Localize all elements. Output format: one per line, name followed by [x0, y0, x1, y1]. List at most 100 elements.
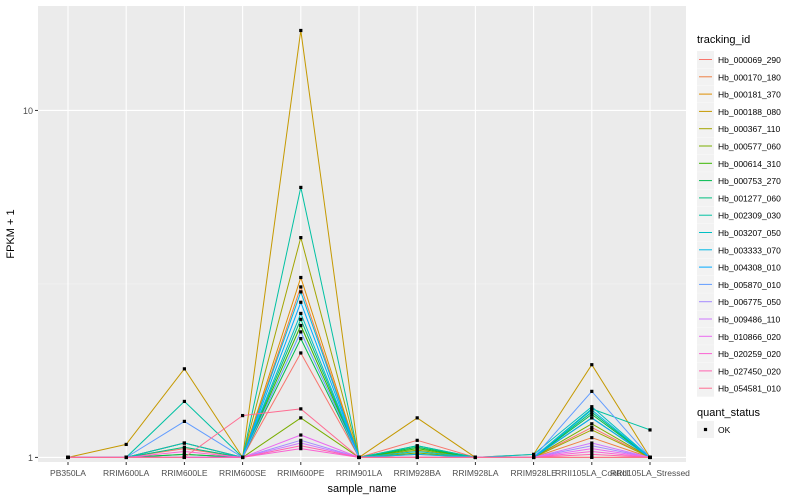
data-point: [299, 185, 303, 190]
quant-status-legend-items: OK: [697, 421, 731, 438]
data-point: [299, 438, 303, 442]
data-point: [590, 416, 594, 420]
x-tick-label: RRII105LA_Control: [555, 468, 629, 478]
data-point: [182, 399, 186, 404]
data-point: [124, 455, 128, 460]
data-point: [66, 455, 70, 460]
legend-item: Hb_002309_030: [697, 206, 781, 224]
data-point: [182, 445, 186, 449]
legend-label: Hb_000753_270: [718, 176, 781, 186]
data-point: [299, 433, 303, 437]
x-tick-label: RRIM600LE: [161, 468, 208, 478]
x-tick-label: RRIM928LE: [510, 468, 557, 478]
legend-label: Hb_054581_010: [718, 384, 781, 394]
legend-label: Hb_005870_010: [718, 280, 781, 290]
data-point: [299, 275, 303, 280]
legend-item: Hb_000577_060: [697, 137, 781, 155]
data-point: [590, 425, 594, 430]
data-point: [182, 449, 186, 454]
data-point: [590, 410, 594, 414]
legend-item: Hb_000170_180: [697, 68, 781, 86]
data-point: [415, 444, 419, 448]
legend-label: Hb_004308_010: [718, 263, 781, 273]
legend-label: OK: [718, 425, 731, 435]
legend-item: Hb_003333_070: [697, 241, 781, 259]
data-point: [299, 351, 303, 355]
data-point: [124, 442, 128, 447]
data-point: [299, 337, 303, 341]
legend-label: Hb_000367_110: [718, 124, 781, 134]
data-point: [590, 408, 594, 412]
data-point: [299, 323, 303, 328]
data-point: [590, 436, 594, 440]
data-point: [299, 407, 303, 411]
data-point: [415, 438, 419, 442]
legend-label: Hb_000170_180: [718, 72, 781, 82]
data-point: [415, 449, 419, 454]
legend-label: Hb_003333_070: [718, 245, 781, 255]
data-point: [299, 416, 303, 420]
x-tick-label: RRIM600PE: [277, 468, 325, 478]
legend-item: Hb_003207_050: [697, 224, 781, 241]
legend-item: Hb_009486_110: [697, 310, 781, 328]
plot-panel: [38, 6, 686, 462]
x-tick-label: RRIM600LA: [103, 468, 150, 478]
legend-title: tracking_id: [697, 34, 750, 46]
legend-item: Hb_000367_110: [697, 120, 781, 138]
data-point: [590, 422, 594, 426]
legend-label: Hb_001277_060: [718, 193, 781, 203]
data-point: [532, 452, 536, 457]
data-point: [182, 419, 186, 423]
legend-item: Hb_001277_060: [697, 189, 781, 207]
x-tick-label: RRII105LA_Stressed: [610, 468, 690, 478]
data-point: [590, 444, 594, 448]
x-tick-label: RRIM901LA: [336, 468, 383, 478]
legend-label: Hb_000069_290: [718, 55, 781, 65]
legend-item: Hb_000181_370: [697, 85, 781, 103]
legend-item: Hb_005870_010: [697, 275, 781, 293]
data-point: [415, 452, 419, 457]
legend-label: Hb_002309_030: [718, 211, 781, 221]
data-point: [299, 285, 303, 289]
data-point: [532, 455, 536, 460]
legend-item: Hb_000069_290: [697, 51, 781, 68]
legend-key-point: [703, 427, 708, 432]
data-point: [299, 290, 303, 294]
quant-status-legend-item: OK: [697, 421, 731, 438]
data-point: [299, 311, 303, 316]
legend-items: Hb_000069_290 Hb_000170_180 Hb_000181_370 H…: [697, 51, 781, 397]
legend-item: Hb_000614_310: [697, 154, 781, 172]
y-tick-label: 10: [23, 106, 33, 116]
x-tick-label: RRIM928LA: [452, 468, 499, 478]
x-axis: PB350LA RRIM600LA RRIM600LE RRIM600SE RRIM60…: [50, 462, 690, 478]
data-point: [182, 452, 186, 457]
data-point: [415, 416, 419, 420]
data-point: [590, 441, 594, 445]
x-axis-label: sample_name: [327, 483, 396, 495]
data-point: [590, 428, 594, 432]
data-point: [299, 317, 303, 321]
x-tick-label: PB350LA: [50, 468, 86, 478]
data-point: [590, 455, 594, 460]
data-point: [590, 363, 594, 367]
data-point: [241, 413, 245, 418]
grid-lines: [38, 6, 686, 462]
data-point: [299, 300, 303, 304]
legend-label: Hb_006775_050: [718, 297, 781, 307]
data-point: [299, 441, 303, 445]
data-point: [590, 389, 594, 393]
legend-item: Hb_004308_010: [697, 258, 781, 276]
legend-item: Hb_027450_020: [697, 362, 781, 380]
legend-label: Hb_000181_370: [718, 90, 781, 100]
data-point: [590, 405, 594, 409]
x-tick-label: RRIM600SE: [219, 468, 267, 478]
data-point: [182, 367, 186, 371]
legend-item: Hb_010866_020: [697, 327, 781, 345]
legend-label: Hb_000614_310: [718, 159, 781, 169]
data-point: [590, 449, 594, 454]
y-axis: 1 10: [23, 106, 38, 463]
data-point: [473, 455, 477, 460]
legend-item: Hb_000753_270: [697, 172, 781, 190]
data-point: [590, 412, 594, 417]
